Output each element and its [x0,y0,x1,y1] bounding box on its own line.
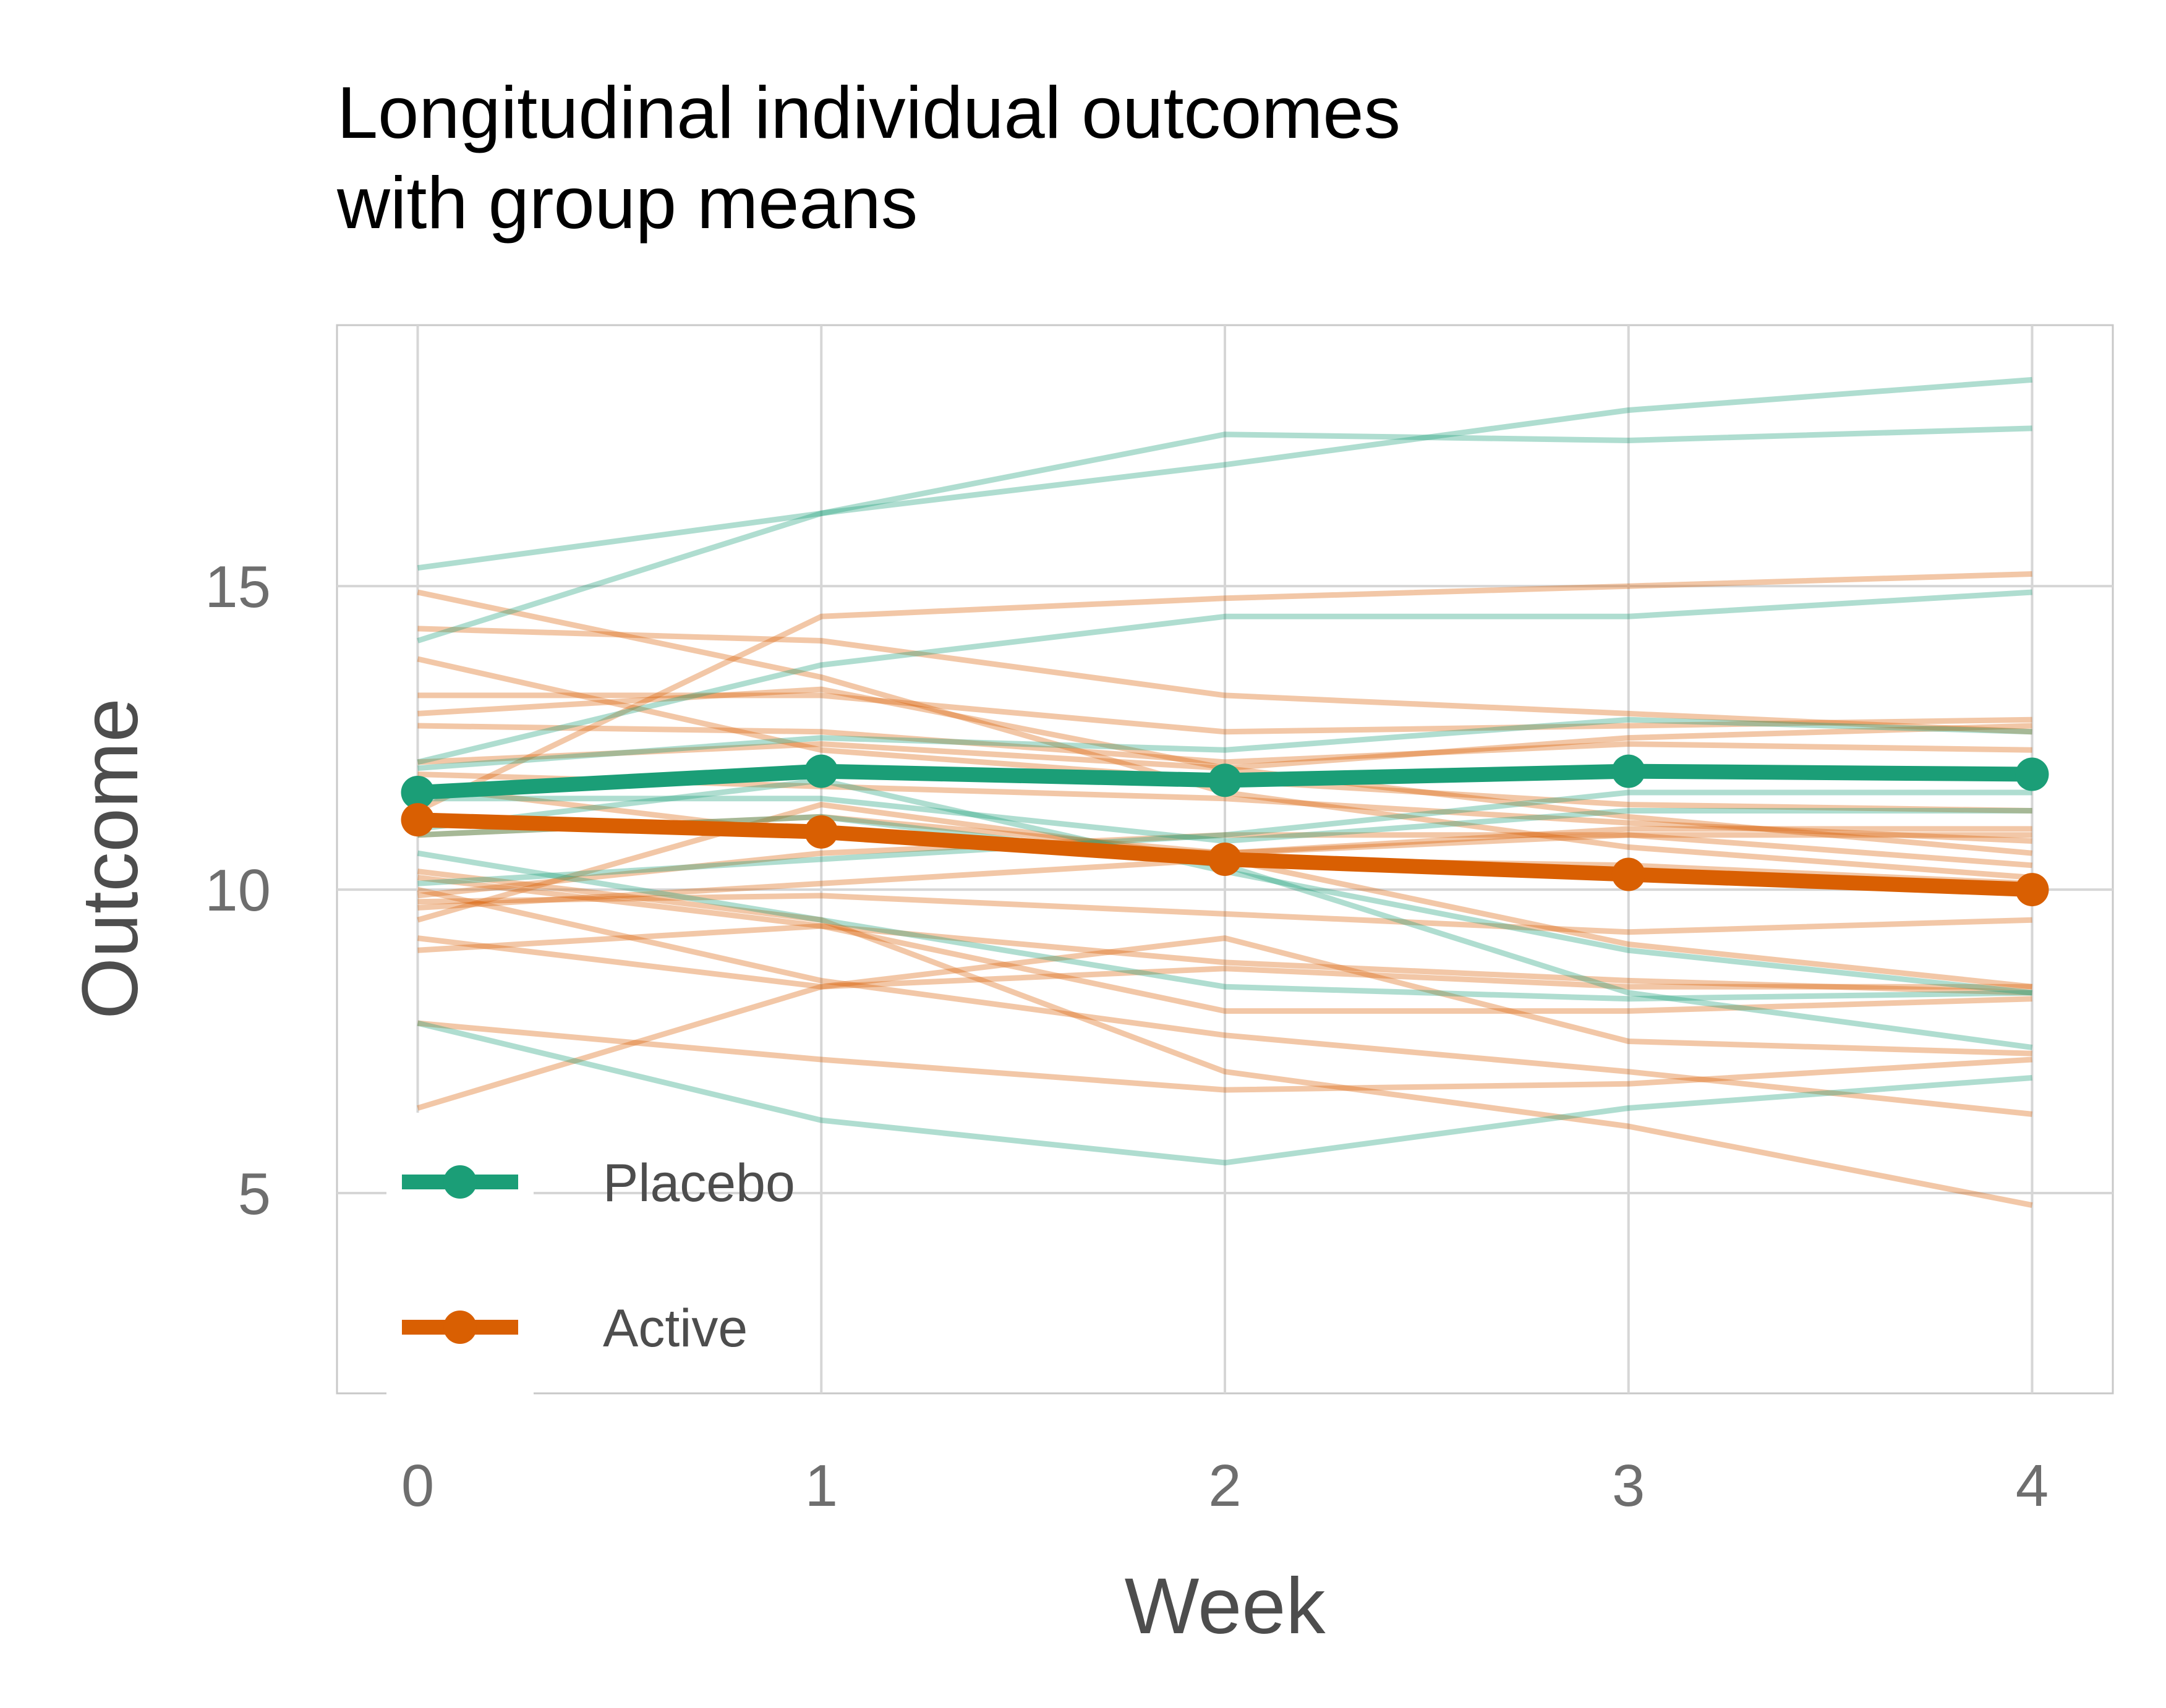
active-individual-line-19 [417,1020,2032,1093]
active-individual-line-3 [417,723,2032,765]
active-individual-line-18 [417,886,2032,1117]
placebo-individual-line-2 [417,589,2032,765]
legend-active-marker [443,1311,477,1344]
active-mean-point-0 [401,803,435,837]
active-mean-point-4 [2015,873,2049,907]
x-tick-label-1: 1 [805,1453,838,1519]
placebo-individual-line-8 [417,789,2032,886]
placebo-individual-line-3 [417,716,2032,771]
active-individual-line-16 [417,935,2032,990]
chart-title-line-2: with group means [337,162,918,244]
placebo-individual-line-9 [417,1020,2032,1166]
active-mean-point-2 [1208,843,1242,876]
placebo-individual-line-4 [417,796,2032,844]
placebo-individual-line-6 [417,850,2032,1002]
legend-active-label: Active [603,1299,748,1358]
x-tick-label-0: 0 [401,1453,434,1519]
y-tick-labels: 5 10 15 [205,554,271,1227]
active-mean-point-3 [1611,857,1645,891]
placebo-mean-point-3 [1611,754,1645,788]
x-tick-labels: 0 1 2 3 4 [401,1453,2049,1519]
active-individual-line-12 [417,869,2033,1209]
placebo-individual-line-0 [417,425,2032,571]
active-mean-point-1 [804,815,838,849]
legend: Placebo Active [386,1113,795,1397]
x-tick-label-2: 2 [1208,1453,1241,1519]
x-tick-label-3: 3 [1612,1453,1645,1519]
group-mean-lines [401,754,2049,907]
placebo-mean-point-1 [804,754,838,788]
legend-background [386,1113,534,1397]
placebo-mean-point-2 [1208,763,1242,797]
active-individual-line-9 [417,832,2032,899]
x-axis-title: Week [1125,1562,1326,1651]
active-individual-line-2 [417,692,2032,735]
chart-title-line-1: Longitudinal individual outcomes [337,72,1401,154]
active-individual-line-17 [417,923,2032,1014]
y-tick-label-5: 5 [238,1161,271,1227]
active-individual-line-0 [417,626,2032,735]
y-tick-label-10: 10 [205,857,271,924]
legend-placebo-label: Placebo [603,1154,795,1213]
active-individual-line-13 [417,875,2032,996]
placebo-individual-line-1 [417,376,2032,644]
legend-placebo-marker [443,1165,477,1199]
y-tick-label-15: 15 [205,554,271,620]
placebo-mean-point-4 [2015,757,2049,791]
active-individual-line-11 [416,571,2032,814]
placebo-mean-point-0 [401,776,435,809]
x-tick-label-4: 4 [2016,1453,2049,1519]
y-axis-title: Outcome [66,698,155,1019]
active-individual-line-14 [417,893,2032,935]
active-individual-line-20 [417,935,2032,1111]
chart-title: Longitudinal individual outcomes with gr… [337,68,1945,249]
